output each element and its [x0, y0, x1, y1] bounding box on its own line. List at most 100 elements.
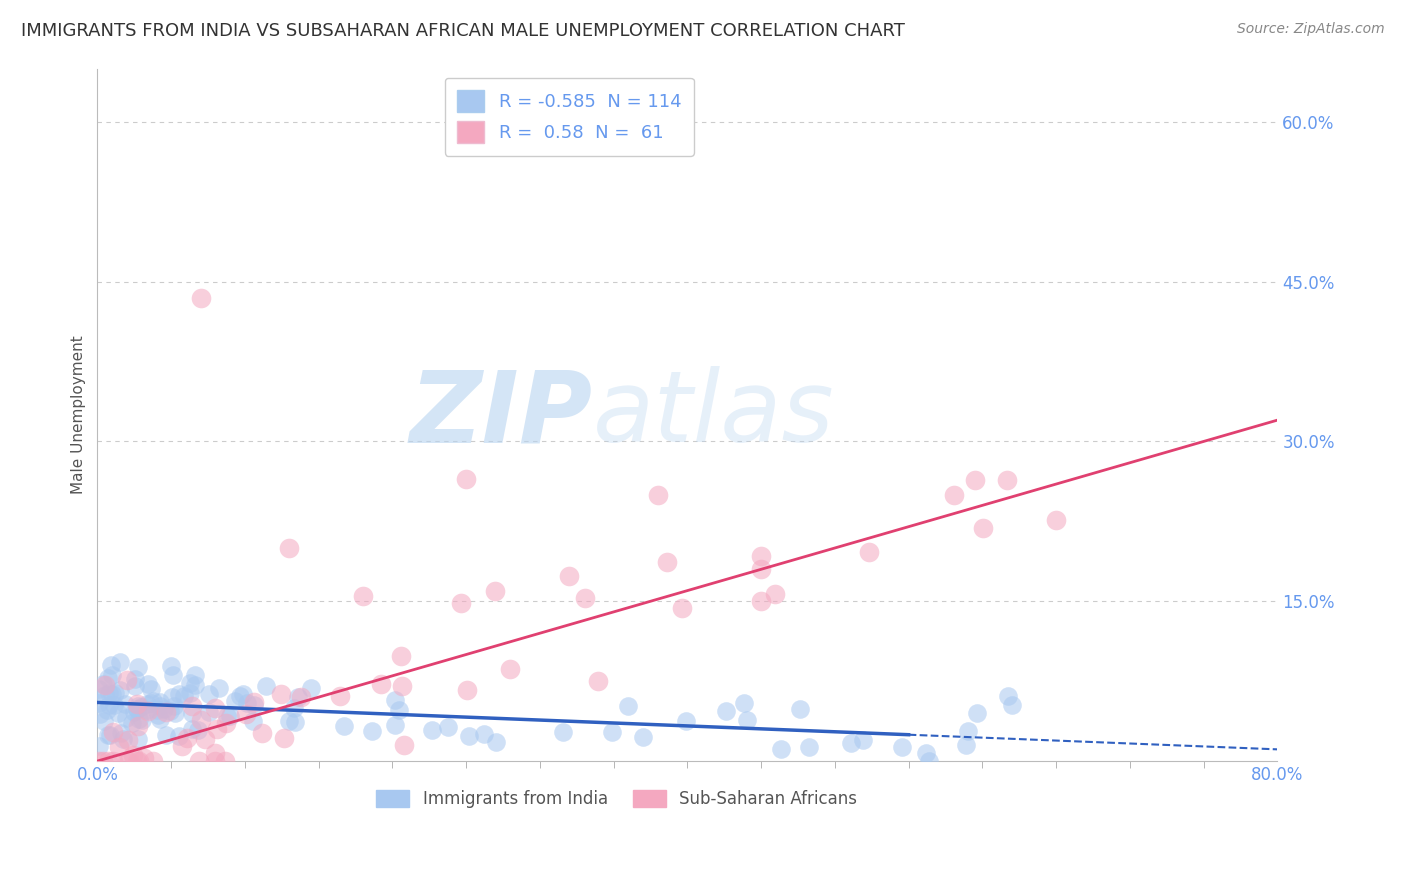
Point — [181, 722, 204, 736]
Point — [96, 703, 118, 717]
Point — [94, 688, 117, 702]
Point — [190, 714, 212, 728]
Point — [101, 687, 124, 701]
Point — [588, 674, 610, 689]
Point — [184, 678, 207, 692]
Point — [1001, 698, 1024, 713]
Point — [167, 729, 190, 743]
Point — [457, 729, 479, 743]
Point — [224, 694, 246, 708]
Point — [139, 682, 162, 697]
Point — [87, 681, 110, 696]
Point — [98, 698, 121, 713]
Point — [232, 687, 254, 701]
Point — [155, 705, 177, 719]
Point — [243, 695, 266, 709]
Point — [128, 754, 150, 768]
Point — [110, 726, 132, 740]
Point — [97, 727, 120, 741]
Point — [180, 698, 202, 713]
Point — [131, 713, 153, 727]
Point — [749, 549, 772, 564]
Point — [100, 657, 122, 672]
Point — [101, 754, 124, 768]
Point — [956, 724, 979, 739]
Point — [127, 719, 149, 733]
Point — [214, 754, 236, 768]
Point — [631, 730, 654, 744]
Point — [135, 697, 157, 711]
Point — [93, 678, 115, 692]
Point — [127, 660, 149, 674]
Point — [219, 708, 242, 723]
Point — [127, 702, 149, 716]
Point — [485, 734, 508, 748]
Point — [955, 738, 977, 752]
Point — [290, 690, 312, 704]
Point — [914, 746, 936, 760]
Point — [250, 726, 273, 740]
Point — [160, 658, 183, 673]
Point — [197, 687, 219, 701]
Point — [420, 723, 443, 737]
Point — [763, 587, 786, 601]
Point — [87, 696, 110, 710]
Point — [136, 704, 159, 718]
Point — [162, 668, 184, 682]
Point — [163, 706, 186, 721]
Point — [284, 714, 307, 729]
Point — [89, 707, 111, 722]
Point — [190, 291, 212, 305]
Text: Source: ZipAtlas.com: Source: ZipAtlas.com — [1237, 22, 1385, 37]
Point — [111, 731, 134, 746]
Point — [115, 711, 138, 725]
Point — [117, 732, 139, 747]
Point — [198, 706, 221, 720]
Point — [107, 706, 129, 720]
Point — [97, 686, 120, 700]
Point — [145, 702, 167, 716]
Point — [852, 733, 875, 747]
Point — [142, 754, 165, 768]
Point — [91, 677, 114, 691]
Point — [115, 673, 138, 688]
Point — [187, 723, 209, 737]
Point — [360, 724, 382, 739]
Point — [283, 701, 305, 715]
Point — [450, 596, 472, 610]
Point — [299, 681, 322, 695]
Point — [655, 555, 678, 569]
Point — [121, 716, 143, 731]
Point — [170, 739, 193, 754]
Point — [675, 714, 697, 728]
Text: atlas: atlas — [593, 367, 835, 463]
Point — [167, 688, 190, 702]
Point — [149, 695, 172, 709]
Point — [242, 714, 264, 728]
Point — [128, 712, 150, 726]
Point — [789, 702, 811, 716]
Point — [127, 698, 149, 712]
Point — [155, 728, 177, 742]
Point — [134, 750, 156, 764]
Point — [91, 754, 114, 768]
Point — [204, 754, 226, 768]
Point — [384, 693, 406, 707]
Point — [87, 754, 110, 768]
Point — [333, 719, 356, 733]
Point — [942, 488, 965, 502]
Point — [149, 712, 172, 726]
Point — [972, 521, 994, 535]
Point — [124, 672, 146, 686]
Text: ZIP: ZIP — [411, 367, 593, 463]
Point — [472, 727, 495, 741]
Point — [1296, 115, 1319, 129]
Point — [273, 731, 295, 746]
Point — [394, 738, 416, 752]
Point — [208, 681, 231, 696]
Point — [243, 698, 266, 712]
Point — [749, 594, 772, 608]
Point — [108, 682, 131, 697]
Point — [124, 679, 146, 693]
Point — [574, 591, 596, 605]
